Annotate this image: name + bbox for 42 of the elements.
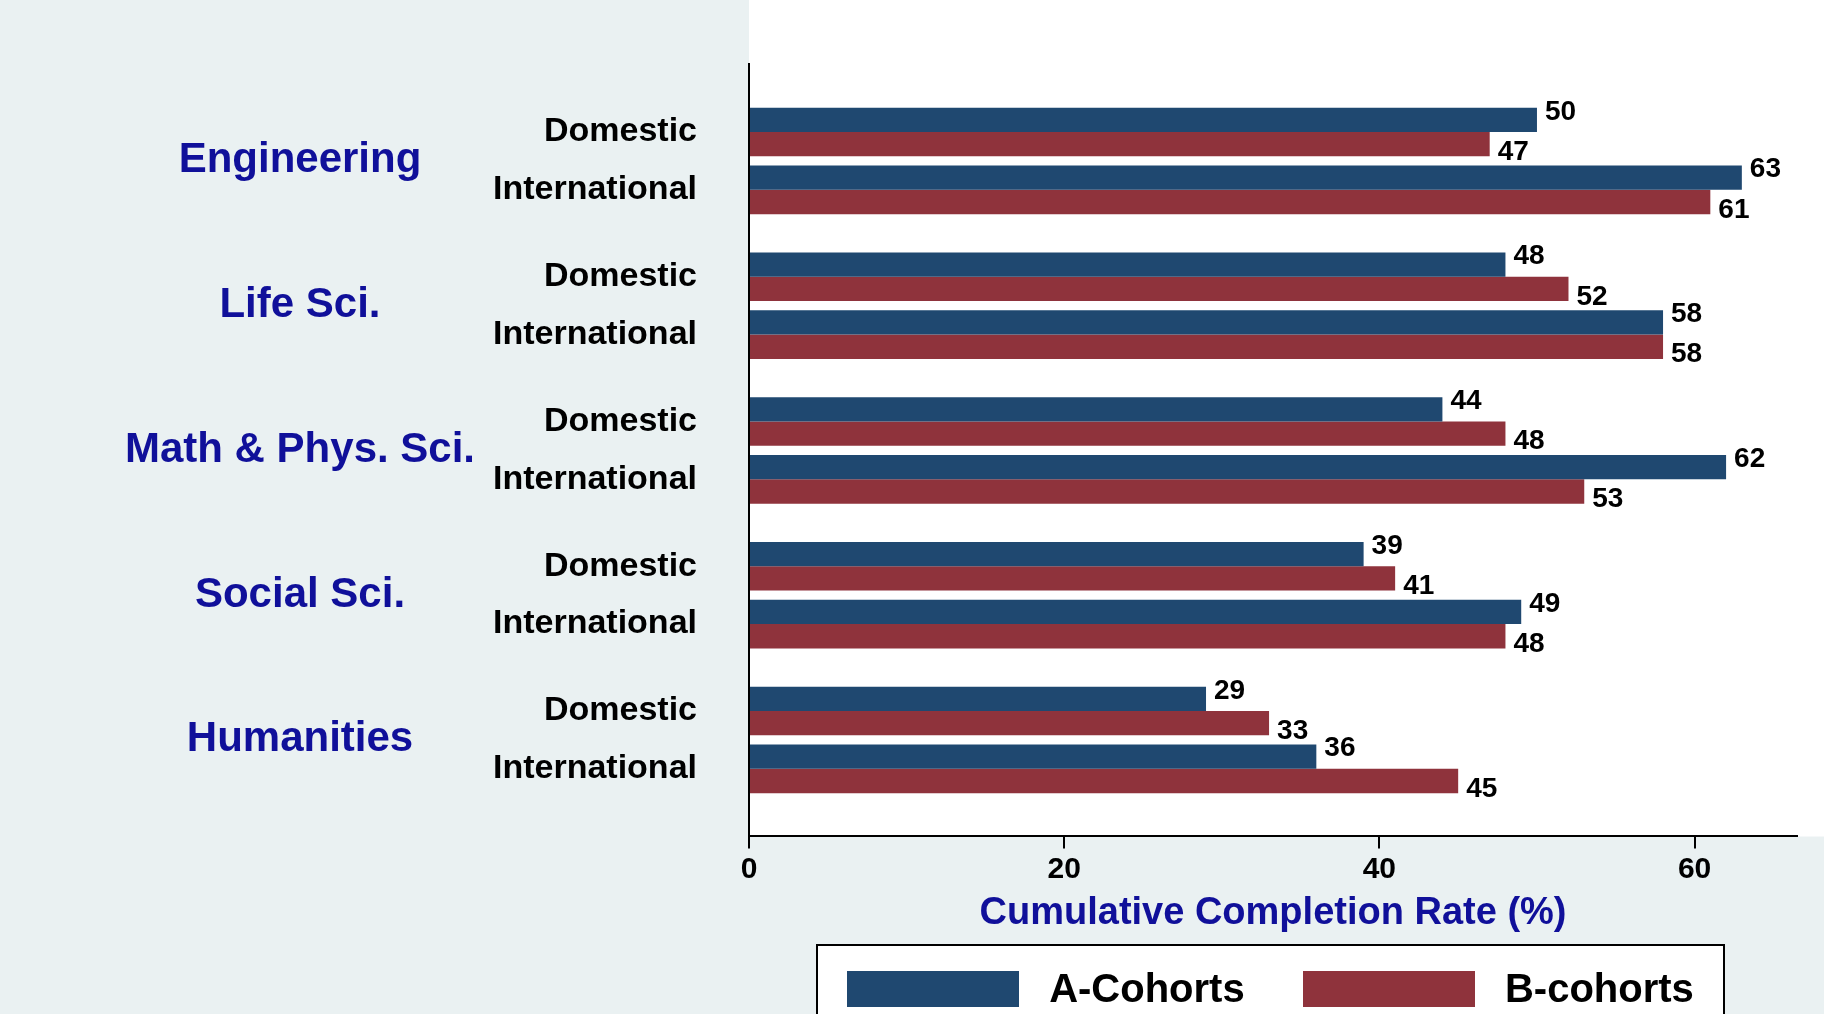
- x-axis-title: Cumulative Completion Rate (%): [979, 889, 1567, 932]
- text: Humanities: [186, 713, 414, 761]
- legend-label: B-cohorts: [1504, 966, 1694, 1011]
- data-label: 47: [1497, 134, 1529, 166]
- data-label: 61: [1718, 192, 1750, 224]
- data-label: 58: [1671, 337, 1703, 369]
- y-tick-label: International: [492, 168, 697, 207]
- y-tick-label: International: [492, 312, 697, 351]
- data-label: 29: [1214, 673, 1246, 705]
- data-label: 48: [1513, 424, 1545, 456]
- data-label: 36: [1324, 731, 1356, 763]
- text: Engineering: [178, 134, 422, 182]
- data-label: 41: [1403, 569, 1435, 601]
- x-tick-label: 60: [1677, 850, 1712, 884]
- data-label: 44: [1450, 384, 1482, 416]
- y-tick-label: International: [492, 602, 697, 641]
- text: Social Sci.: [194, 568, 406, 616]
- data-label: 62: [1734, 441, 1766, 473]
- data-label: 50: [1544, 94, 1577, 126]
- y-tick-label: Domestic: [543, 544, 697, 583]
- data-label: 49: [1529, 586, 1561, 618]
- data-label: 33: [1277, 713, 1309, 745]
- y-tick-label: Domestic: [543, 255, 697, 294]
- x-tick-label: 40: [1362, 850, 1397, 884]
- data-label: 63: [1749, 152, 1781, 184]
- data-label: 39: [1371, 528, 1403, 560]
- x-tick-label: 20: [1047, 850, 1081, 884]
- data-label: 48: [1513, 239, 1545, 271]
- data-label: 48: [1513, 626, 1545, 658]
- x-tick-label: 0: [740, 850, 758, 884]
- data-label: 58: [1671, 297, 1703, 329]
- data-label: 53: [1592, 482, 1624, 514]
- text: Life Sci.: [219, 279, 381, 327]
- y-tick-label: International: [492, 457, 697, 496]
- data-label: 45: [1466, 771, 1498, 803]
- y-tick-label: Domestic: [543, 689, 697, 728]
- legend-label: A-Cohorts: [1049, 966, 1245, 1011]
- y-tick-label: Domestic: [543, 110, 697, 149]
- text: Math & Phys. Sci.: [124, 423, 476, 471]
- y-tick-label: Domestic: [543, 399, 697, 438]
- y-tick-label: International: [492, 747, 697, 786]
- data-label: 52: [1576, 279, 1608, 311]
